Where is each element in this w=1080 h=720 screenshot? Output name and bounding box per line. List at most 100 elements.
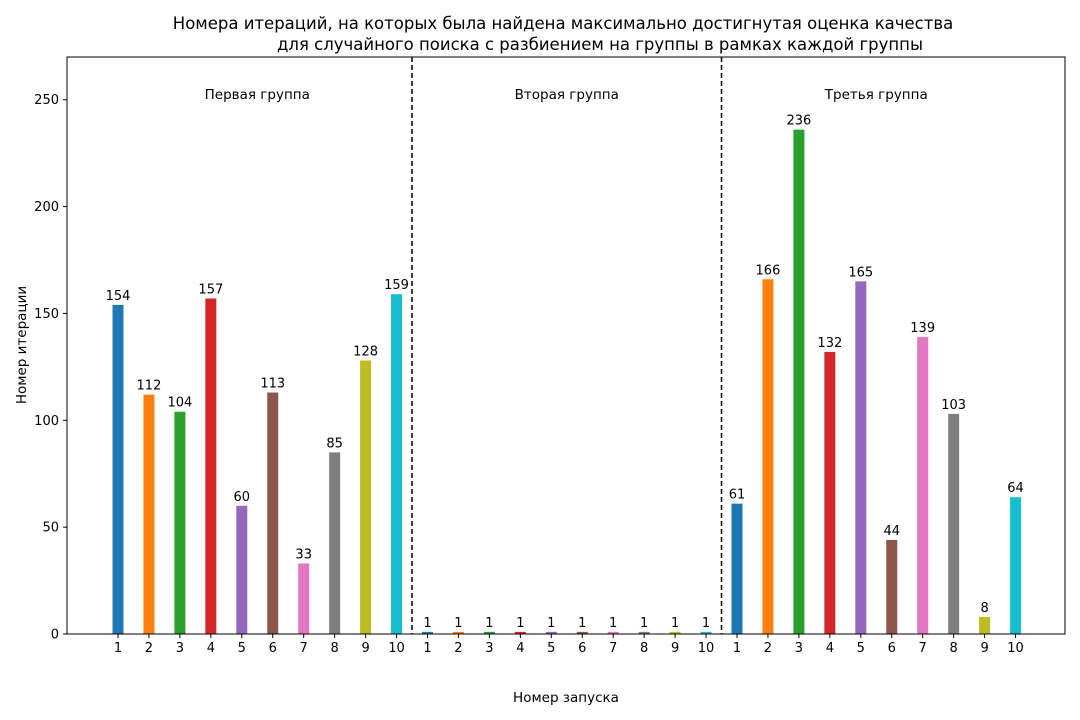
x-tick-label: 9 [361,641,369,656]
bar-group-3-run-1 [731,503,743,634]
bar-group-2-run-10 [700,631,712,634]
data-label-group-1-run-10: 159 [384,278,409,293]
bar-group-1-run-1 [112,304,124,634]
bar-group-3-run-2 [762,279,774,634]
bar-group-2-run-1 [422,631,433,634]
x-tick-label: 7 [919,641,927,656]
data-label-group-1-run-2: 112 [137,379,162,394]
group-label-3: Третья группа [824,87,928,103]
plot-frame [66,56,1066,635]
data-label-group-2-run-9: 1 [671,616,679,631]
x-axis-label: Номер запуска [513,690,619,706]
x-tick-label: 2 [145,641,153,656]
x-tick-label: 3 [176,641,184,656]
data-label-group-1-run-5: 60 [234,490,251,505]
x-axis: 1 2 3 4 5 6 7 8 9 10 1 2 3 4 5 6 7 8 9 10 1 2 3 4 5 6 7 8 9 10 [114,634,1024,656]
bar-group-2-run-9 [669,631,681,634]
x-tick-label: 4 [826,641,834,656]
bar-group-3-run-7 [917,336,929,634]
y-tick-label: 100 [34,414,59,429]
bar-group-2-run-5 [545,631,557,634]
data-label-group-3-run-9: 8 [980,601,988,616]
x-tick-label: 4 [516,641,524,656]
x-tick-label: 8 [331,641,339,656]
x-tick-label: 2 [764,641,772,656]
data-label-group-1-run-9: 128 [353,344,378,359]
data-label-group-2-run-6: 1 [578,616,586,631]
bar-group-2-run-3 [483,631,495,634]
x-tick-label: 9 [980,641,988,656]
x-tick-label: 10 [388,641,405,656]
x-tick-label: 4 [207,641,215,656]
data-label-group-2-run-8: 1 [640,616,648,631]
x-tick-label: 3 [795,641,803,656]
bar-group-1-run-6 [267,392,279,634]
bar-group-3-run-5 [855,281,867,634]
group-label-2: Вторая группа [515,87,619,103]
bar-group-3-run-9 [979,616,991,634]
x-tick-label: 5 [547,641,555,656]
data-label-group-3-run-10: 64 [1007,481,1024,496]
data-label-group-3-run-5: 165 [848,265,873,280]
x-tick-label: 6 [269,641,277,656]
bar-group-1-run-8 [329,452,341,634]
bar-group-3-run-6 [886,539,898,634]
data-label-group-2-run-1: 1 [423,616,431,631]
data-label-group-1-run-4: 157 [198,282,223,297]
bars-layer [112,129,1022,635]
data-label-group-3-run-8: 103 [941,398,966,413]
data-label-group-3-run-2: 166 [756,263,781,278]
y-tick-label: 150 [34,307,59,322]
y-tick-label: 50 [42,521,59,536]
x-tick-label: 10 [1007,641,1024,656]
data-labels: 154 112 104 157 60 113 33 85 128 159 1 1 1 1 1 1 1 1 1 1 61 1… [106,114,1024,631]
data-label-group-3-run-4: 132 [817,336,842,351]
y-tick-label: 200 [34,200,59,215]
data-label-group-3-run-1: 61 [729,488,746,503]
data-label-group-2-run-5: 1 [547,616,555,631]
bar-group-2-run-2 [452,631,464,634]
group-separators [411,57,723,634]
x-tick-label: 8 [950,641,958,656]
data-label-group-1-run-7: 33 [295,547,312,562]
y-tick-label: 250 [34,93,59,108]
bar-group-1-run-2 [143,394,155,634]
bar-group-3-run-4 [824,351,836,634]
x-tick-label: 6 [888,641,896,656]
x-tick-label: 8 [640,641,648,656]
bar-group-1-run-9 [360,360,372,634]
bar-group-3-run-3 [793,129,805,635]
bar-group-3-run-10 [1010,497,1022,634]
chart-title-line-2: для случайного поиска с разбиением на гр… [277,35,923,54]
data-label-group-2-run-7: 1 [609,616,617,631]
x-tick-label: 10 [698,641,715,656]
x-tick-label: 1 [114,641,122,656]
x-tick-label: 9 [671,641,679,656]
x-tick-label: 1 [733,641,741,656]
bar-group-1-run-3 [174,411,186,634]
data-label-group-3-run-7: 139 [910,321,935,336]
x-tick-label: 7 [300,641,308,656]
y-axis: 0 50 100 150 200 250 [34,93,67,643]
x-tick-label: 1 [423,641,431,656]
bar-group-1-run-10 [391,294,403,634]
x-tick-label: 3 [485,641,493,656]
x-tick-label: 7 [609,641,617,656]
x-tick-label: 5 [238,641,246,656]
data-label-group-1-run-6: 113 [260,377,285,392]
group-labels: Первая группа Вторая группа Третья группа [205,87,928,103]
bar-group-1-run-5 [236,505,248,634]
bar-group-3-run-8 [948,413,960,634]
data-label-group-3-run-3: 236 [786,114,811,129]
bar-group-1-run-4 [205,298,217,634]
chart-title-line-1: Номера итераций, на которых была найдена… [173,14,953,33]
data-label-group-2-run-10: 1 [702,616,710,631]
data-label-group-3-run-6: 44 [883,524,900,539]
bar-group-2-run-8 [638,631,650,634]
data-label-group-1-run-3: 104 [167,396,192,411]
y-tick-label: 0 [51,628,59,643]
bar-group-2-run-6 [576,631,588,634]
x-tick-label: 5 [857,641,865,656]
data-label-group-2-run-4: 1 [516,616,524,631]
